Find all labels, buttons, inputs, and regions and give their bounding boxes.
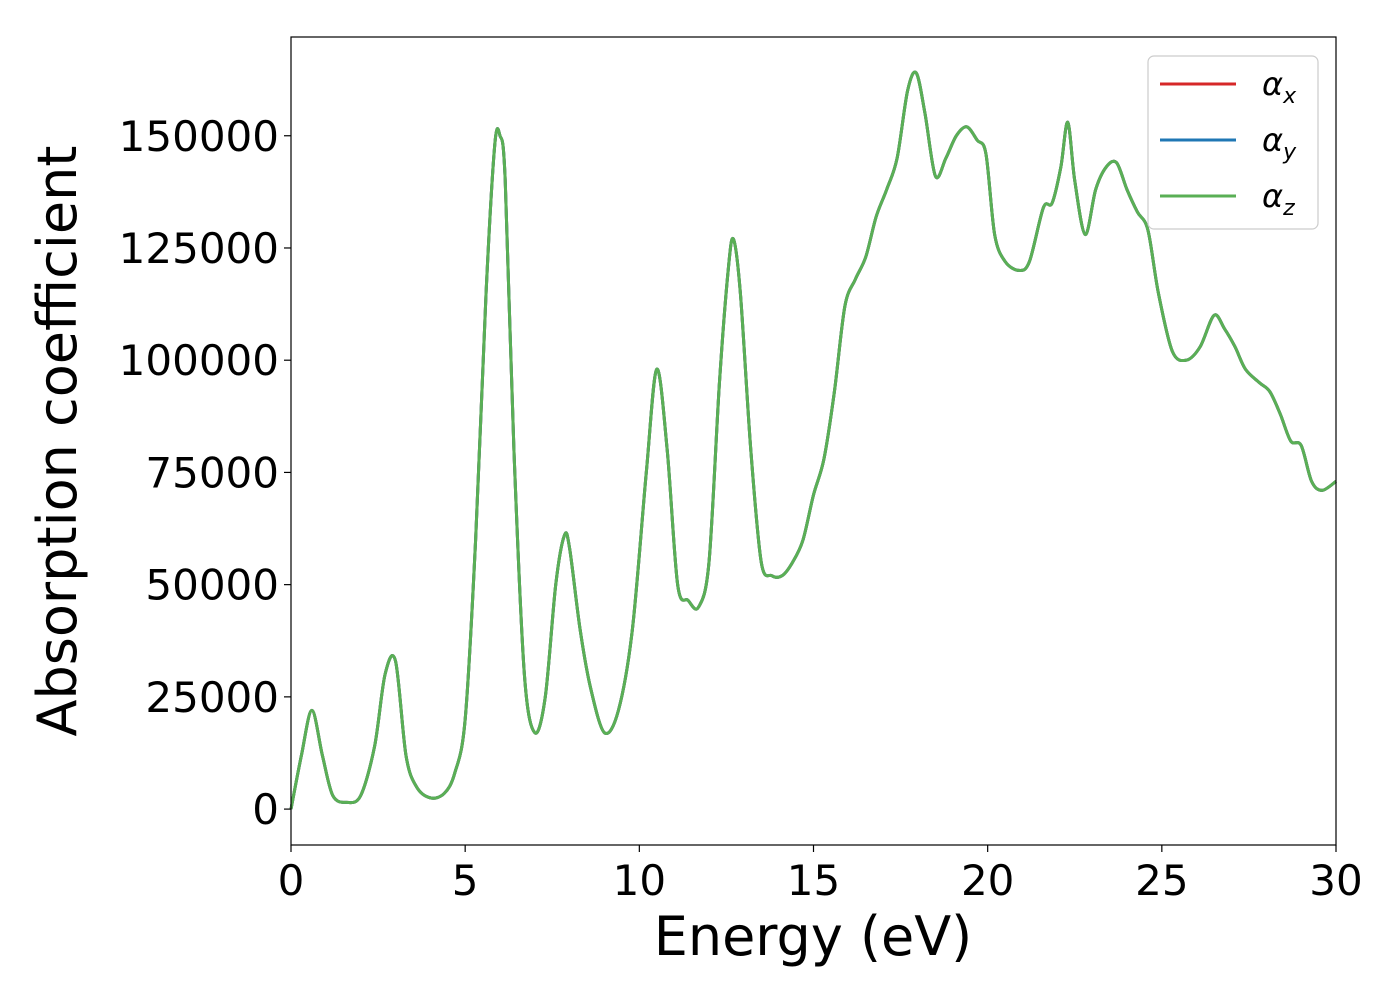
y-tick-label: 100000 [119,336,279,385]
x-axis-title: Energy (eV) [654,905,973,968]
series-lines [289,70,1337,810]
y-tick-label: 75000 [145,448,279,497]
x-tick-label: 20 [961,856,1014,905]
x-tick-label: 30 [1309,856,1362,905]
y-tick-label: 50000 [145,561,279,610]
y-axis: 0 25000 50000 75000 100000 125000 150000 [119,112,291,834]
y-axis-title: Absorption coefficient [26,146,89,737]
x-tick-label: 25 [1135,856,1188,905]
x-tick-label: 0 [278,856,305,905]
y-tick-label: 0 [252,785,279,834]
x-tick-label: 15 [787,856,840,905]
legend-label: αz [1262,177,1295,221]
legend-box [1147,55,1319,230]
y-tick-label: 150000 [119,112,279,161]
x-tick-label: 5 [452,856,479,905]
legend-entry-z: αz [1160,177,1295,221]
x-tick-label: 10 [613,856,666,905]
x-axis: 0 5 10 15 20 25 30 [278,845,1363,905]
y-tick-label: 25000 [145,673,279,722]
series-line-z [289,70,1337,810]
y-tick-label: 125000 [119,224,279,273]
